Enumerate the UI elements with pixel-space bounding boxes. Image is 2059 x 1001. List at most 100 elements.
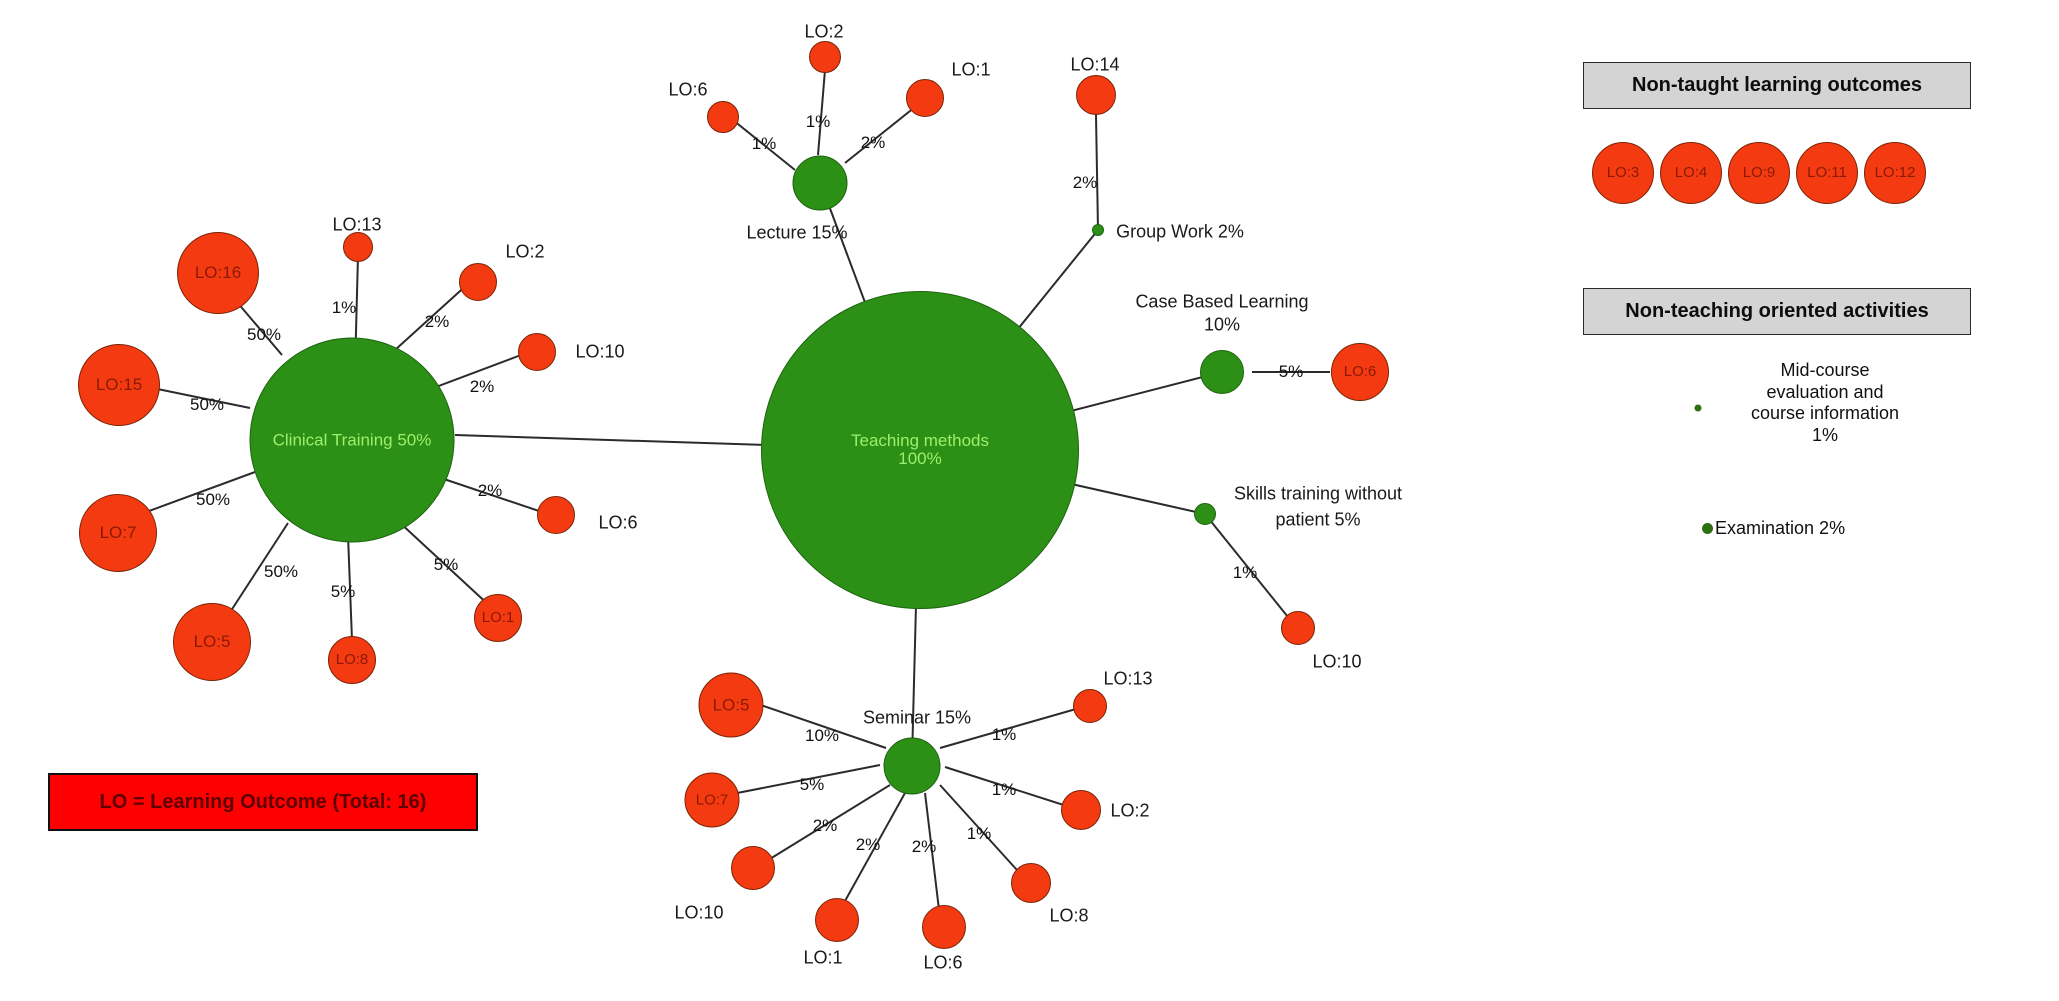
legend-nonteaching-header-text: Non-teaching oriented activities: [1625, 300, 1929, 322]
node-cbl-lo6[interactable]: LO:6: [1331, 343, 1389, 401]
node-lecture[interactable]: [792, 155, 848, 211]
label-lec-lo2: LO:2: [804, 21, 844, 42]
weight-sem-lo13: 1%: [991, 725, 1017, 744]
label-sem-lo10: LO:10: [674, 902, 724, 923]
legend-node-lo12-label: LO:12: [1874, 164, 1916, 182]
node-ct-lo15-label: LO:15: [95, 375, 143, 395]
node-sem-lo13[interactable]: [1073, 689, 1107, 723]
examination-dot-icon: [1702, 523, 1713, 535]
legend-midcourse-row: Mid-course evaluation and course informa…: [1690, 360, 1960, 446]
node-ct-lo8[interactable]: LO:8: [328, 636, 376, 684]
weight-ct-lo1: 5%: [433, 555, 459, 574]
node-teaching-methods-label: Teaching methods: [851, 431, 989, 451]
node-ct-lo15[interactable]: LO:15: [78, 344, 160, 426]
label-st-lo10: LO:10: [1312, 651, 1362, 672]
edge-sem-lo7: [726, 764, 881, 796]
edge-ct-lo6: [431, 474, 540, 512]
legend-nontaught-header: Non-taught learning outcomes: [1583, 62, 1971, 109]
node-seminar[interactable]: [883, 737, 941, 795]
weight-ct-lo10: 2%: [469, 377, 495, 396]
weight-sem-lo1: 2%: [855, 835, 881, 854]
label-ct-lo2: LO:2: [505, 241, 545, 262]
label-group-work: Group Work 2%: [1116, 221, 1244, 242]
node-ct-lo10[interactable]: [518, 333, 556, 371]
label-sem-lo1: LO:1: [803, 947, 843, 968]
node-skills-training[interactable]: [1194, 503, 1216, 525]
edge-st-lo10: [1204, 513, 1293, 623]
node-sem-lo10[interactable]: [731, 846, 775, 890]
legend-nontaught-header-text: Non-taught learning outcomes: [1632, 74, 1922, 96]
node-teaching-methods-value: 100%: [898, 449, 942, 468]
legend-node-lo3-label: LO:3: [1606, 164, 1640, 182]
node-lec-lo2[interactable]: [809, 41, 841, 73]
edge-sem-lo6: [924, 792, 941, 919]
edge-ct-lo1: [397, 520, 493, 609]
node-clinical-training[interactable]: Clinical Training 50%: [249, 337, 455, 543]
node-st-lo10[interactable]: [1281, 611, 1315, 645]
midcourse-dot-icon: [1694, 404, 1702, 412]
node-ct-lo5[interactable]: LO:5: [173, 603, 251, 681]
node-gw-lo14[interactable]: [1076, 75, 1116, 115]
edge-ct-lo8: [347, 534, 353, 641]
node-sem-lo7[interactable]: LO:7: [684, 772, 740, 828]
legend-node-lo9-label: LO:9: [1742, 164, 1776, 182]
node-ct-lo6[interactable]: [537, 496, 575, 534]
weight-ct-lo13: 1%: [331, 298, 357, 317]
edge-sem-lo8: [939, 784, 1027, 881]
label-seminar: Seminar 15%: [862, 707, 972, 728]
node-group-work[interactable]: [1092, 224, 1104, 236]
node-ct-lo16-label: LO:16: [194, 263, 242, 283]
weight-ct-lo15: 50%: [189, 395, 225, 414]
label-lec-lo6: LO:6: [668, 79, 708, 100]
node-sem-lo6[interactable]: [922, 905, 966, 949]
legend-node-lo4[interactable]: LO:4: [1660, 142, 1722, 204]
label-skills-training-line2: patient 5%: [1275, 509, 1361, 530]
node-sem-lo2[interactable]: [1061, 790, 1101, 830]
edge-gw-lo14: [1095, 114, 1099, 231]
weight-gw-lo14: 2%: [1072, 173, 1098, 192]
label-sem-lo2: LO:2: [1110, 800, 1150, 821]
legend-node-lo3[interactable]: LO:3: [1592, 142, 1654, 204]
legend-node-lo11-label: LO:11: [1807, 164, 1847, 182]
node-ct-lo2[interactable]: [459, 263, 497, 301]
weight-ct-lo6: 2%: [477, 481, 503, 500]
weight-sem-lo8: 1%: [966, 824, 992, 843]
weight-sem-lo2: 1%: [991, 780, 1017, 799]
edge-lec-lo1: [844, 106, 916, 164]
node-ct-lo1[interactable]: LO:1: [474, 594, 522, 642]
edge-ct-lo10: [427, 354, 522, 391]
node-sem-lo5[interactable]: LO:5: [698, 672, 764, 738]
node-teaching-methods[interactable]: Teaching methods 100%: [761, 291, 1079, 609]
legend-midcourse-line2: evaluation and: [1766, 381, 1884, 402]
node-case-based-learning[interactable]: [1200, 350, 1244, 394]
legend-node-lo4-label: LO:4: [1674, 164, 1708, 182]
edge-lec-lo2: [817, 69, 826, 156]
legend-midcourse-line4: 1%: [1811, 424, 1838, 445]
node-ct-lo8-label: LO:8: [335, 651, 369, 669]
node-ct-lo16[interactable]: LO:16: [177, 232, 259, 314]
legend-examination-text: Examination 2%: [1715, 518, 1846, 538]
legend-node-lo9[interactable]: LO:9: [1728, 142, 1790, 204]
edge-sem-lo5: [751, 701, 887, 749]
node-sem-lo1[interactable]: [815, 898, 859, 942]
legend-nonteaching-header: Non-teaching oriented activities: [1583, 288, 1971, 335]
legend-midcourse-line1: Mid-course: [1780, 360, 1870, 380]
label-ct-lo13: LO:13: [332, 214, 382, 235]
legend-nontaught-items: LO:3 LO:4 LO:9 LO:11 LO:12: [1592, 142, 1970, 204]
node-lec-lo6[interactable]: [707, 101, 739, 133]
weight-cbl-lo6: 5%: [1278, 362, 1304, 381]
node-lec-lo1[interactable]: [906, 79, 944, 117]
node-sem-lo8[interactable]: [1011, 863, 1051, 903]
weight-sem-lo5: 10%: [804, 726, 840, 745]
weight-ct-lo7: 50%: [195, 490, 231, 509]
node-ct-lo1-label: LO:1: [481, 609, 515, 627]
edge-sem-lo10: [764, 784, 891, 863]
node-ct-lo13[interactable]: [343, 232, 373, 262]
legend-node-lo12[interactable]: LO:12: [1864, 142, 1926, 204]
weight-sem-lo6: 2%: [911, 837, 937, 856]
legend-node-lo11[interactable]: LO:11: [1796, 142, 1858, 204]
edge-sem-lo1: [839, 792, 906, 911]
weight-ct-lo5: 50%: [263, 562, 299, 581]
node-ct-lo7[interactable]: LO:7: [79, 494, 157, 572]
